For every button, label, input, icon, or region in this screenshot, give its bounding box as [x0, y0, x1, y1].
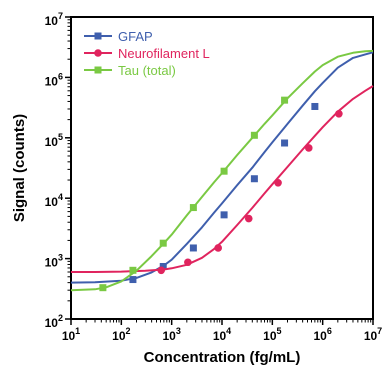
series-line-gfap	[71, 52, 373, 282]
x-tick-exponent: 3	[176, 326, 181, 336]
y-tick-base: 10	[45, 316, 59, 330]
y-tick-exponent: 6	[58, 71, 63, 81]
x-axis-title: Concentration (fg/mL)	[144, 349, 301, 366]
y-axis-title: Signal (counts)	[11, 114, 28, 222]
x-tick-base: 10	[313, 329, 327, 343]
data-point	[251, 132, 258, 139]
data-point	[311, 103, 318, 110]
data-point	[190, 204, 197, 211]
data-point	[221, 168, 228, 175]
legend-marker	[95, 33, 102, 40]
x-tick-base: 10	[213, 329, 227, 343]
legend-marker	[95, 67, 102, 74]
data-point	[157, 267, 165, 275]
x-tick-label: 107	[364, 326, 382, 343]
data-point	[184, 258, 192, 266]
data-point	[129, 267, 136, 274]
y-tick-base: 10	[45, 195, 59, 209]
y-tick-base: 10	[45, 256, 59, 270]
x-tick-label: 105	[263, 326, 281, 343]
x-tick-base: 10	[112, 329, 126, 343]
y-tick-label: 103	[45, 253, 63, 270]
y-tick-label: 105	[45, 132, 63, 149]
x-tick-label: 106	[313, 326, 331, 343]
y-tick-exponent: 7	[58, 11, 63, 21]
x-tick-label: 103	[162, 326, 180, 343]
data-point	[305, 144, 313, 152]
legend-label: Tau (total)	[118, 63, 176, 78]
y-tick-exponent: 4	[58, 192, 63, 202]
x-tick-exponent: 1	[75, 326, 80, 336]
legend-item: Tau (total)	[84, 63, 176, 78]
x-axis: 101 102 103 104 105 106 107	[62, 319, 382, 343]
data-point	[245, 215, 253, 223]
y-tick-exponent: 2	[58, 313, 63, 323]
x-tick-exponent: 7	[377, 326, 382, 336]
series-line-neurofilament-l	[71, 86, 373, 272]
series-layer	[71, 51, 373, 291]
x-tick-label: 101	[62, 326, 80, 343]
x-tick-exponent: 4	[226, 326, 231, 336]
data-point	[335, 110, 343, 118]
data-point	[281, 140, 288, 147]
x-tick-exponent: 6	[327, 326, 332, 336]
data-point	[160, 240, 167, 247]
y-tick-base: 10	[45, 74, 59, 88]
legend-item: GFAP	[84, 29, 153, 44]
data-point	[274, 179, 282, 187]
data-point	[251, 175, 258, 182]
y-tick-base: 10	[45, 14, 59, 28]
y-tick-label: 102	[45, 313, 63, 330]
x-tick-base: 10	[162, 329, 176, 343]
y-tick-label: 106	[45, 71, 63, 88]
legend-item: Neurofilament L	[84, 46, 210, 61]
x-tick-base: 10	[364, 329, 378, 343]
x-tick-base: 10	[62, 329, 76, 343]
data-point	[221, 211, 228, 218]
x-tick-exponent: 5	[277, 326, 282, 336]
y-tick-label: 104	[45, 192, 63, 209]
legend-marker	[94, 49, 102, 57]
data-point	[281, 97, 288, 104]
x-tick-label: 102	[112, 326, 130, 343]
data-point	[214, 244, 222, 252]
x-tick-exponent: 2	[126, 326, 131, 336]
y-tick-exponent: 5	[58, 132, 63, 142]
data-point	[129, 276, 136, 283]
series-neurofilament-l	[71, 86, 373, 274]
y-tick-exponent: 3	[58, 253, 63, 263]
data-point	[99, 284, 106, 291]
series-gfap	[71, 52, 373, 283]
x-tick-base: 10	[263, 329, 277, 343]
data-point	[190, 244, 197, 251]
series-tau-total	[71, 51, 373, 291]
x-tick-label: 104	[213, 326, 231, 343]
y-tick-base: 10	[45, 135, 59, 149]
legend: GFAP Neurofilament L Tau (total)	[84, 29, 210, 78]
y-tick-label: 107	[45, 11, 63, 28]
legend-label: GFAP	[118, 29, 153, 44]
legend-label: Neurofilament L	[118, 46, 210, 61]
